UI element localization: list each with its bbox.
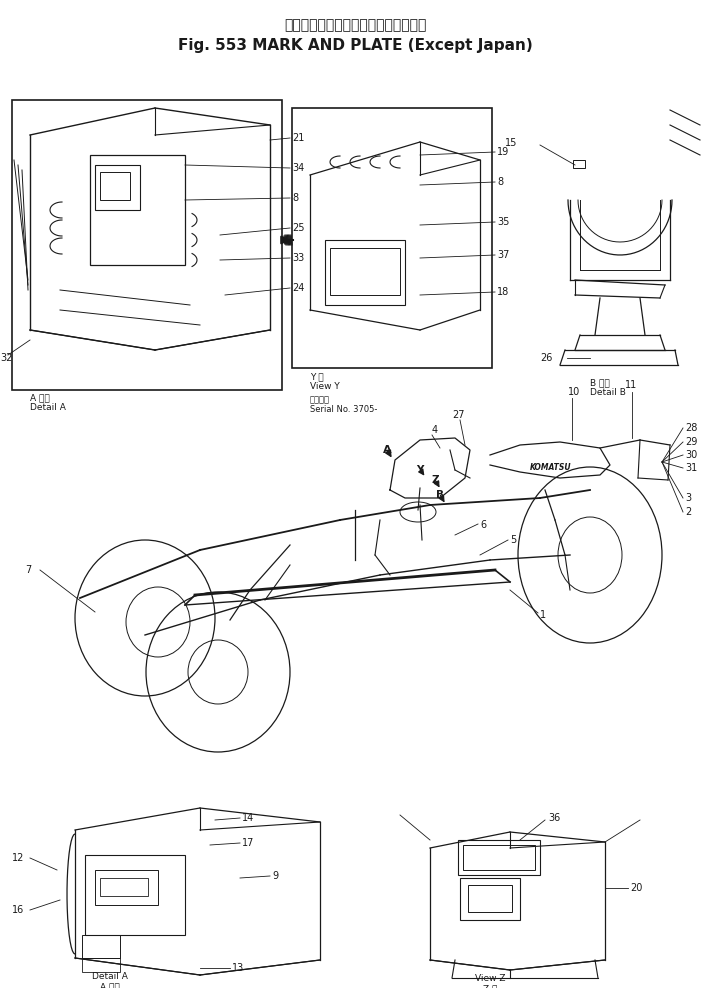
Text: 適用号機: 適用号機 xyxy=(310,395,330,404)
Text: 11: 11 xyxy=(625,380,637,390)
Bar xyxy=(573,160,585,168)
Text: Detail B: Detail B xyxy=(590,388,626,397)
Text: 24: 24 xyxy=(292,283,304,293)
Text: 35: 35 xyxy=(497,217,509,227)
Text: マークおよびプレート（海　外　向）: マークおよびプレート（海 外 向） xyxy=(284,18,426,32)
Text: 8: 8 xyxy=(497,177,503,187)
Text: Serial No. 3705-: Serial No. 3705- xyxy=(310,405,378,414)
Text: 4: 4 xyxy=(432,425,438,435)
Bar xyxy=(458,840,540,875)
Bar xyxy=(463,845,535,870)
Text: 14: 14 xyxy=(242,813,255,823)
Text: Detail A: Detail A xyxy=(92,972,128,981)
Text: B: B xyxy=(436,490,444,500)
Bar xyxy=(82,935,120,958)
Text: A 詳細: A 詳細 xyxy=(100,982,120,988)
Text: 1: 1 xyxy=(540,610,546,620)
Text: 6: 6 xyxy=(480,520,486,530)
Text: 21: 21 xyxy=(292,133,304,143)
Bar xyxy=(100,878,148,896)
Text: 36: 36 xyxy=(548,813,560,823)
Bar xyxy=(85,855,185,935)
Bar xyxy=(12,100,282,390)
Text: View Z: View Z xyxy=(475,974,506,983)
Bar xyxy=(100,172,130,200)
Text: Y: Y xyxy=(417,465,424,475)
Text: Detail A: Detail A xyxy=(30,403,66,412)
Text: 15: 15 xyxy=(505,138,518,148)
Text: View Y: View Y xyxy=(310,382,340,391)
Text: 3: 3 xyxy=(685,493,691,503)
Bar xyxy=(90,155,185,265)
Bar xyxy=(95,165,140,210)
Text: Z 視: Z 視 xyxy=(483,984,497,988)
Text: B 詳細: B 詳細 xyxy=(590,378,610,387)
Text: 18: 18 xyxy=(497,287,509,297)
Text: 17: 17 xyxy=(242,838,255,848)
Text: Y 視: Y 視 xyxy=(310,372,324,381)
Text: 31: 31 xyxy=(685,463,697,473)
Text: 9: 9 xyxy=(272,871,278,881)
Text: 26: 26 xyxy=(540,353,552,363)
Bar xyxy=(325,240,405,305)
Text: A 詳細: A 詳細 xyxy=(30,393,50,402)
Bar xyxy=(330,248,400,295)
Text: 25: 25 xyxy=(292,223,304,233)
Bar xyxy=(95,870,158,905)
Text: 30: 30 xyxy=(685,450,697,460)
Text: 20: 20 xyxy=(630,883,642,893)
Text: 8: 8 xyxy=(292,193,298,203)
Text: A: A xyxy=(383,445,391,455)
Text: KOMATSU: KOMATSU xyxy=(530,463,572,472)
Text: 37: 37 xyxy=(497,250,509,260)
Bar xyxy=(292,108,492,368)
Text: 7: 7 xyxy=(25,565,31,575)
Bar xyxy=(460,878,520,920)
Bar xyxy=(82,958,120,972)
Bar xyxy=(468,885,512,912)
Text: 27: 27 xyxy=(452,410,464,420)
Text: 28: 28 xyxy=(685,423,697,433)
Text: 13: 13 xyxy=(232,963,245,973)
Text: 34: 34 xyxy=(292,163,304,173)
Text: 19: 19 xyxy=(497,147,509,157)
Text: 33: 33 xyxy=(292,253,304,263)
Text: 5: 5 xyxy=(510,535,516,545)
Text: 10: 10 xyxy=(568,387,580,397)
Text: 16: 16 xyxy=(12,905,24,915)
Text: Z: Z xyxy=(431,475,439,485)
Text: 2: 2 xyxy=(685,507,691,517)
Text: Fig. 553 MARK AND PLATE (Except Japan): Fig. 553 MARK AND PLATE (Except Japan) xyxy=(178,38,533,53)
Text: 12: 12 xyxy=(12,853,24,863)
Text: 29: 29 xyxy=(685,437,697,447)
Text: 32: 32 xyxy=(0,353,12,363)
